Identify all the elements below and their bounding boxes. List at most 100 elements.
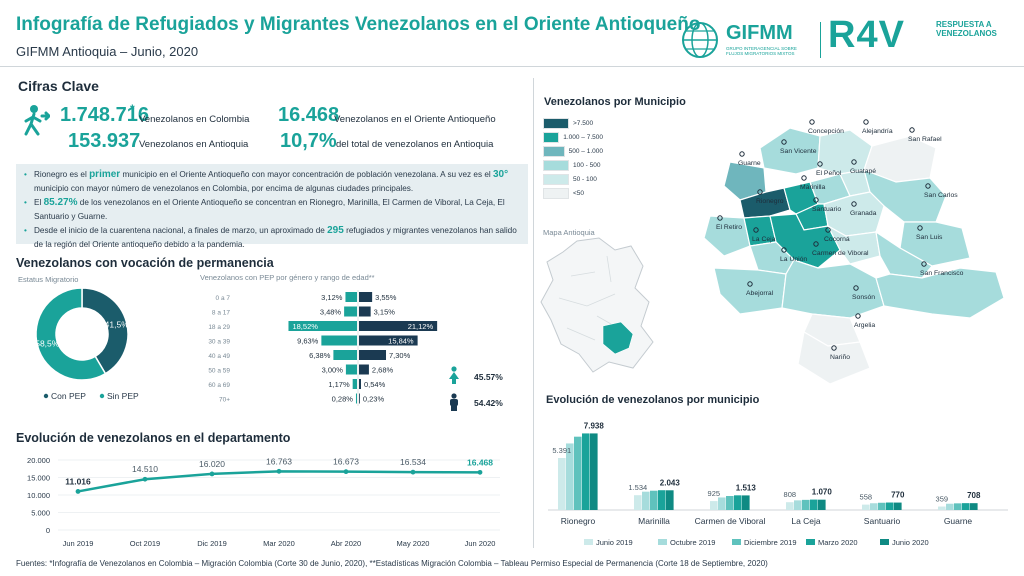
age-label: 0 a 7	[216, 295, 231, 302]
female-bar-label: 6,38%	[309, 351, 331, 360]
map-town-label: Abejorral	[746, 290, 774, 297]
first-value-label: 558	[860, 493, 873, 502]
last-value-label: 770	[891, 491, 905, 500]
male-bar	[359, 321, 438, 331]
oriente-map: Concepción Alejandría San Rafael San Vicent…	[703, 119, 1005, 385]
municipio-bar	[862, 504, 870, 510]
legend-label: Junio 2019	[596, 538, 633, 547]
map-town-label: Guatapé	[850, 168, 876, 175]
legend-label: Junio 2020	[892, 538, 929, 547]
last-value-label: 7.938	[584, 421, 605, 430]
legend-swatch	[584, 539, 593, 545]
stat-antioquia-value: 153.937	[68, 130, 141, 152]
map-town-label: Cocorná	[824, 236, 850, 243]
stat-oriente-label: Venezolanos en el Oriente Antioqueño	[334, 114, 496, 125]
map-pin-icon	[825, 227, 831, 233]
female-bar	[355, 393, 357, 404]
category-label: Carmen de Viboral	[695, 516, 766, 526]
person-walking-icon	[24, 105, 50, 136]
municipio-bar	[786, 502, 794, 510]
data-label: 16.763	[266, 456, 292, 466]
map-legend-swatch	[543, 187, 569, 199]
age-label: 30 a 39	[208, 339, 230, 346]
map-pin-icon	[863, 119, 869, 125]
key-notes-box: Rionegro es el primer municipio en el Or…	[16, 164, 528, 249]
x-tick-label: May 2020	[397, 539, 430, 548]
data-point	[142, 476, 148, 482]
municipio-title: Venezolanos por Municipio	[544, 96, 686, 108]
y-tick-label: 20.000	[27, 456, 50, 465]
legend-swatch	[732, 539, 741, 545]
male-bar-label: 2,68%	[372, 366, 394, 375]
pyramid-label: Venezolanos con PEP por género y rango d…	[200, 273, 375, 282]
municipio-bar	[650, 490, 658, 510]
male-bar	[359, 335, 418, 346]
stat-colombia-label: Venezolanos en Colombia	[139, 114, 250, 125]
municipio-bar-chart: 5.391 7.938 Rionegro 1.534 2.043 Marinilla 925…	[548, 421, 1008, 547]
male-bar	[359, 379, 361, 389]
map-pin-icon	[851, 159, 857, 165]
last-value-label: 708	[967, 491, 981, 500]
map-legend: >7.500 1.000 – 7.500 500 – 1.000 100 - 500 5…	[543, 116, 603, 200]
female-bar	[345, 364, 357, 375]
category-label: Santuario	[864, 516, 901, 526]
map-pin-icon	[813, 197, 819, 203]
data-point	[410, 469, 416, 475]
pie-slice	[35, 287, 107, 381]
legend-label: Octubre 2019	[670, 538, 715, 547]
data-label: 16.673	[333, 457, 359, 467]
legend-label: Con PEP	[51, 391, 86, 401]
municipio-bar	[818, 499, 826, 510]
map-legend-swatch	[543, 145, 565, 157]
first-value-label: 808	[784, 490, 797, 499]
male-percent: 54.42%	[474, 398, 503, 408]
stat-antioquia-label: Venezolanos en Antioquia	[139, 139, 249, 150]
stat-percent-value: 10,7%	[280, 130, 337, 152]
header-divider	[0, 66, 1024, 67]
map-legend-swatch	[543, 117, 569, 129]
x-tick-label: Jun 2020	[465, 539, 496, 548]
map-town-label: Sonsón	[852, 294, 875, 301]
line-chart: 0 5.000 10.000 15.000 20.000 11.016 Jun 2019 14…	[27, 456, 500, 548]
municipio-bar	[634, 495, 642, 510]
male-bar	[359, 350, 387, 360]
category-label: La Ceja	[791, 516, 821, 526]
map-town-label: San Vicente	[780, 148, 817, 155]
map-pin-icon	[813, 241, 819, 247]
municipio-bar	[574, 436, 582, 510]
female-icon	[449, 366, 459, 384]
category-label: Guarne	[944, 516, 973, 526]
map-pin-icon	[817, 161, 823, 167]
legend-swatch	[880, 539, 889, 545]
x-tick-label: Abr 2020	[331, 539, 361, 548]
last-value-label: 1.070	[812, 488, 833, 497]
municipio-bar	[582, 433, 590, 510]
data-point	[75, 489, 81, 494]
r4v-logo: R4V	[828, 14, 905, 56]
data-label: 11.016	[65, 476, 91, 486]
pie-value-label: 41,5%	[105, 320, 130, 330]
male-bar-label: 3,15%	[374, 308, 396, 317]
male-bar	[359, 292, 373, 302]
municipio-bar	[870, 503, 878, 510]
map-legend-item: 100 - 500	[543, 158, 603, 172]
map-legend-label: <50	[573, 189, 585, 197]
map-pin-icon	[717, 215, 723, 221]
age-label: 8 a 17	[212, 310, 230, 317]
series-line	[77, 470, 481, 493]
female-percent: 45.57%	[474, 372, 503, 382]
municipio-bar	[658, 490, 666, 510]
page-title: Infografía de Refugiados y Migrantes Ven…	[16, 14, 701, 35]
note-item: Desde el inicio de la cuarentena naciona…	[24, 224, 520, 252]
page-subtitle: GIFMM Antioquia – Junio, 2020	[16, 44, 199, 59]
pie-value-label: 58,5%	[35, 338, 60, 348]
gifmm-logo: GIFMM GRUPO INTERAGENCIAL SOBRE FLUJOS M…	[680, 20, 810, 60]
map-pin-icon	[781, 139, 787, 145]
evolucion-depto-title: Evolución de venezolanos en el departame…	[16, 431, 291, 445]
gifmm-logo-text: GIFMM	[726, 22, 793, 44]
r4v-logo-sub: RESPUESTA A VENEZOLANOS	[936, 20, 997, 38]
municipio-bar	[938, 506, 946, 510]
map-legend-item: 500 – 1.000	[543, 144, 603, 158]
municipio-bar	[886, 502, 894, 510]
age-label: 70+	[219, 397, 230, 404]
